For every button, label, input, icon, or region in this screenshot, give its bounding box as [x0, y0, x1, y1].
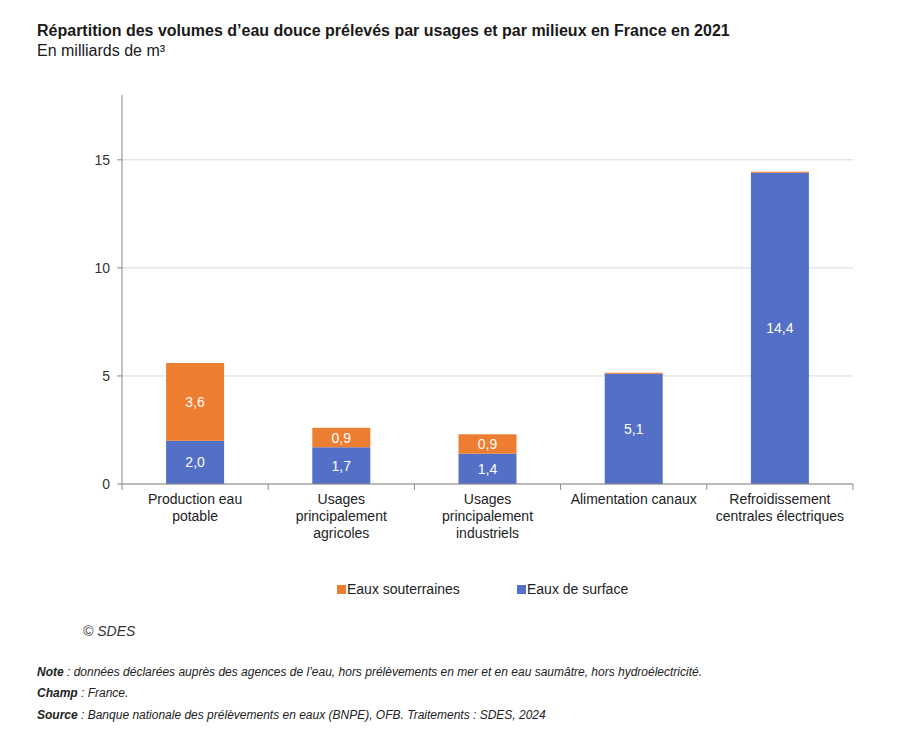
- category-label: Usages principalement industriels: [418, 491, 558, 542]
- grid-line: [122, 484, 853, 485]
- data-label: 2,0: [185, 454, 205, 470]
- category-divider: [560, 484, 561, 490]
- grid-line: [122, 267, 853, 268]
- tick-mark: [117, 267, 122, 268]
- x-axis: [122, 484, 853, 485]
- y-axis: [122, 95, 123, 484]
- note-label: Note: [37, 665, 64, 679]
- category-label: Production eau potable: [125, 491, 265, 525]
- bar-segment: [751, 172, 809, 173]
- legend-swatch: [337, 585, 346, 594]
- bar-segment: [166, 441, 224, 484]
- bar-segment: [459, 454, 517, 484]
- grid: 0 5 10 15: [94, 152, 853, 492]
- category-divider: [268, 484, 269, 490]
- bar-segment: [459, 434, 517, 453]
- category-label: Refroidissement centrales électriques: [710, 491, 850, 525]
- category-label: Usages principalement agricoles: [271, 491, 411, 542]
- note: Source : Banque nationale des prélèvemen…: [37, 708, 546, 722]
- tick-label: 15: [94, 152, 110, 168]
- data-label: 1,4: [478, 461, 498, 477]
- grid-line: [122, 159, 853, 160]
- title: Répartition des volumes d’eau douce prél…: [37, 22, 730, 40]
- legend-label: Eaux de surface: [527, 581, 628, 597]
- data-labels: 2,0 1,7 1,4 5,1 14,4 3,6 0,9 0,9: [185, 320, 793, 476]
- bar-segment: [605, 374, 663, 484]
- subtitle: En milliards de m³: [37, 42, 165, 60]
- grid-line: [122, 375, 853, 376]
- legend-label: Eaux souterraines: [347, 581, 460, 597]
- tick-mark: [117, 159, 122, 160]
- note-label: Source: [37, 708, 78, 722]
- tick-label: 5: [102, 368, 110, 384]
- tick-mark: [117, 484, 122, 485]
- data-label: 5,1: [624, 421, 644, 437]
- legend-swatch: [517, 585, 526, 594]
- category-divider: [853, 484, 854, 490]
- category-divider: [414, 484, 415, 490]
- category-label: Alimentation canaux: [564, 491, 704, 508]
- tick-label: 0: [102, 476, 110, 492]
- note-text: : France.: [78, 686, 129, 700]
- data-label: 0,9: [478, 436, 498, 452]
- category-divider: [706, 484, 707, 490]
- data-label: 1,7: [332, 458, 352, 474]
- data-label: 0,9: [332, 430, 352, 446]
- data-label: 14,4: [766, 320, 793, 336]
- category-divider: [122, 484, 123, 490]
- note: Champ : France.: [37, 686, 128, 700]
- data-label: 3,6: [185, 394, 205, 410]
- bar-segment: [312, 428, 370, 447]
- bar-segment: [751, 173, 809, 484]
- bar-segment: [312, 447, 370, 484]
- tick-mark: [117, 375, 122, 376]
- note-text: : données déclarées auprès des agences d…: [64, 665, 702, 679]
- tick-label: 10: [94, 260, 110, 276]
- bar-segment: [166, 363, 224, 441]
- note-text: : Banque nationale des prélèvements en e…: [78, 708, 546, 722]
- note: Note : données déclarées auprès des agen…: [37, 665, 702, 679]
- bar-segment: [605, 373, 663, 374]
- note-label: Champ: [37, 686, 78, 700]
- credit: © SDES: [83, 623, 135, 639]
- bars: [166, 172, 809, 484]
